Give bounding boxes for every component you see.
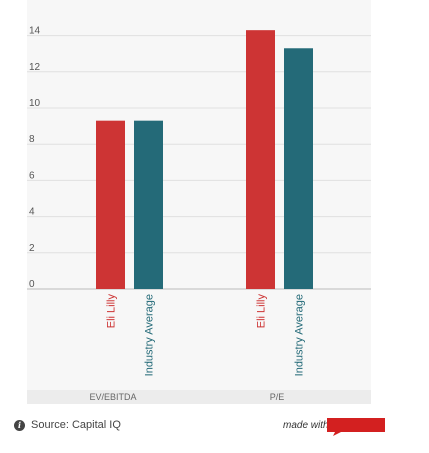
made-with-text: made with [283,420,329,431]
gridlines [27,35,371,290]
y-tick-label: 4 [29,207,35,218]
brand-badge[interactable] [327,418,385,436]
y-tick-label: 10 [29,98,41,109]
bar [284,48,313,289]
info-icon: i [14,419,25,431]
bars [96,30,313,289]
bar [246,30,275,289]
group-label: P/E [270,392,285,402]
y-tick-label: 2 [29,243,35,254]
category-label: Eli Lilly [106,294,118,329]
group-labels: EV/EBITDA P/E [89,392,284,402]
plot-background [27,0,371,404]
bar [96,120,125,289]
bar [134,120,163,289]
group-label-band [27,390,371,404]
category-label: Industry Average [294,294,306,376]
category-labels: Eli Lilly Industry Average Eli Lilly Indust… [106,294,306,377]
y-tick-label: 0 [29,279,35,290]
category-label: Eli Lilly [256,294,268,329]
y-axis-ticks: 0 2 4 6 8 10 12 14 [29,26,41,290]
group-label: EV/EBITDA [89,392,136,402]
source-text: Source: Capital IQ [31,419,121,431]
y-tick-label: 14 [29,26,41,37]
y-tick-label: 6 [29,170,35,181]
y-tick-label: 12 [29,62,41,73]
source-note: i Source: Capital IQ [14,419,121,431]
y-tick-label: 8 [29,134,35,145]
category-label: Industry Average [144,294,156,376]
